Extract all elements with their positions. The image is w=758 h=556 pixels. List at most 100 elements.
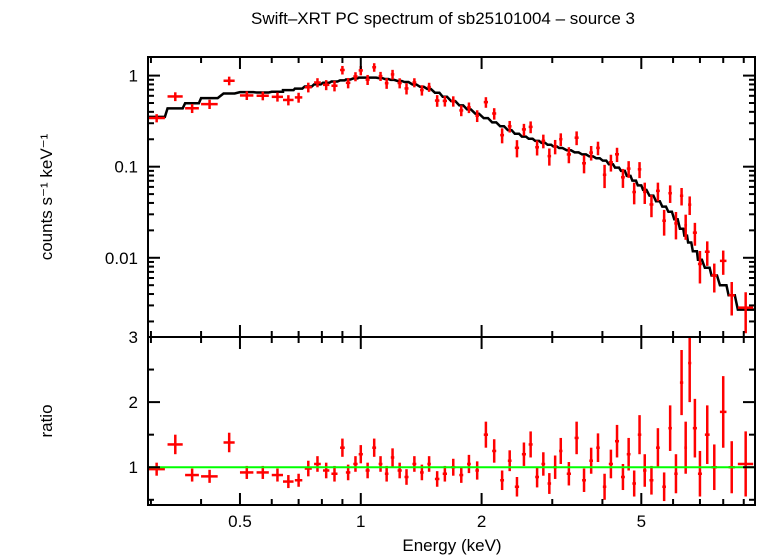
ratio-point xyxy=(384,465,389,482)
ratio-point xyxy=(427,456,431,472)
ratio-point xyxy=(615,424,620,458)
y-tick-label: 0.01 xyxy=(105,249,138,268)
data-points xyxy=(148,63,754,334)
data-point xyxy=(674,211,678,240)
ratio-point xyxy=(294,473,303,487)
ratio-point xyxy=(559,437,563,464)
x-tick-label: 2 xyxy=(477,512,486,531)
y-tick-label: 0.1 xyxy=(114,158,138,177)
data-point xyxy=(365,74,370,85)
data-point xyxy=(541,134,546,149)
ratio-point xyxy=(223,432,235,453)
data-point xyxy=(500,128,505,144)
data-point xyxy=(340,65,345,75)
ratio-point xyxy=(353,456,358,472)
ratio-point xyxy=(541,452,546,476)
ratio-point xyxy=(467,454,471,474)
data-point xyxy=(304,82,312,93)
data-point xyxy=(566,147,571,164)
data-point xyxy=(271,92,283,102)
ratio-point xyxy=(679,350,684,416)
ratio-point xyxy=(282,475,294,489)
ratio-point xyxy=(649,465,654,495)
ratio-point xyxy=(459,467,464,483)
ratio-point xyxy=(500,470,505,491)
ratio-point xyxy=(608,449,613,479)
data-point xyxy=(314,78,321,88)
data-point xyxy=(668,185,672,203)
ratio-point xyxy=(626,437,631,471)
data-point xyxy=(514,140,520,158)
data-point xyxy=(704,241,710,266)
data-point xyxy=(451,96,456,107)
ratio-tick-label: 1 xyxy=(129,458,138,477)
data-point xyxy=(412,78,417,88)
ratio-point xyxy=(528,431,533,458)
data-point xyxy=(719,250,727,275)
data-point xyxy=(467,102,471,114)
data-point xyxy=(353,72,358,82)
data-point xyxy=(608,154,613,172)
data-point xyxy=(697,250,702,284)
ratio-point xyxy=(314,456,321,472)
data-point xyxy=(378,71,383,81)
ratio-point xyxy=(637,415,642,455)
data-point xyxy=(643,182,647,204)
ratio-point xyxy=(589,447,594,474)
ratio-tick-label: 3 xyxy=(129,328,138,347)
ratio-point xyxy=(643,454,647,487)
ratio-point xyxy=(483,421,489,448)
ratio-point xyxy=(547,473,552,494)
bottom-y-axis-label: ratio xyxy=(37,404,56,437)
model-step-line xyxy=(148,76,755,311)
data-point xyxy=(688,196,692,216)
data-point xyxy=(711,263,718,293)
ratio-point xyxy=(668,405,672,451)
ratio-point xyxy=(662,472,666,502)
data-point xyxy=(620,168,625,188)
ratio-point xyxy=(596,433,600,463)
data-point xyxy=(626,161,631,178)
data-point xyxy=(649,194,654,218)
data-point xyxy=(662,209,666,236)
data-point xyxy=(404,83,409,95)
ratio-point xyxy=(397,462,402,479)
axes: 0.5 1 2 5 1 0.1 0.01 1 2 3 xyxy=(105,56,756,531)
ratio-point xyxy=(492,439,497,463)
x-tick-label: 0.5 xyxy=(228,512,252,531)
ratio-point xyxy=(688,337,692,403)
data-point xyxy=(475,110,479,123)
ratio-point xyxy=(602,473,607,500)
ratio-point xyxy=(574,421,579,455)
ratio-point xyxy=(148,462,165,476)
x-axis-label: Energy (keV) xyxy=(402,536,501,555)
data-point xyxy=(656,182,660,202)
ratio-point xyxy=(167,434,183,455)
ratio-point xyxy=(475,461,479,480)
ratio-point xyxy=(304,460,312,477)
data-point xyxy=(294,92,303,103)
ratio-points xyxy=(148,337,755,502)
data-point xyxy=(574,131,579,146)
ratio-point xyxy=(340,438,345,457)
ratio-point xyxy=(365,462,370,479)
ratio-point xyxy=(378,456,383,472)
ratio-point xyxy=(358,445,363,464)
chart-title: Swift–XRT PC spectrum of sb25101004 – so… xyxy=(251,9,635,28)
data-point xyxy=(459,105,464,117)
x-tick-label: 5 xyxy=(637,512,646,531)
ratio-point xyxy=(404,469,409,485)
data-point xyxy=(637,162,642,179)
ratio-point xyxy=(656,428,660,468)
ratio-point xyxy=(684,421,688,474)
ratio-point xyxy=(674,454,678,494)
data-point xyxy=(737,292,754,334)
y-tick-label: 1 xyxy=(129,67,138,86)
data-point xyxy=(589,146,594,161)
data-point xyxy=(442,95,448,107)
top-y-axis-label: counts s⁻¹ keV⁻¹ xyxy=(37,133,56,260)
ratio-point xyxy=(442,465,448,482)
data-point xyxy=(547,148,552,166)
data-point xyxy=(528,121,533,134)
